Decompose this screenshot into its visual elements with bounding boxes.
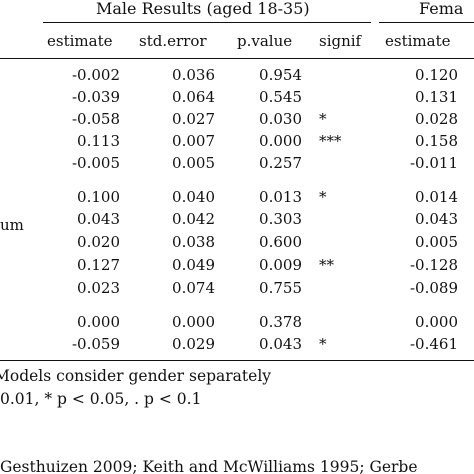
cell-male-std-error: 0.005 (172, 154, 215, 172)
cell-male-std-error: 0.049 (172, 256, 215, 274)
cell-male-p-value: 0.013 (259, 188, 302, 206)
cell-female-estimate: 0.005 (415, 233, 458, 251)
references-text: Gesthuizen 2009; Keith and McWilliams 19… (0, 458, 418, 474)
cell-male-estimate: 0.020 (77, 233, 120, 251)
cell-male-estimate: -0.005 (71, 154, 120, 172)
cell-male-signif: ** (319, 256, 334, 274)
cell-male-std-error: 0.029 (172, 335, 215, 353)
cell-female-estimate: 0.158 (415, 132, 458, 150)
cell-male-estimate: -0.058 (71, 110, 120, 128)
cell-female-estimate: 0.120 (415, 66, 458, 84)
cell-male-signif: * (319, 335, 327, 353)
cell-male-estimate: 0.100 (77, 188, 120, 206)
table-note-models: Models consider gender separately (0, 367, 272, 385)
row-label-fragment: um (0, 216, 24, 234)
col-header-male-std-error: std.error (139, 32, 207, 50)
cell-male-std-error: 0.038 (172, 233, 215, 251)
cell-male-std-error: 0.036 (172, 66, 215, 84)
header-rule (0, 58, 474, 59)
cell-male-signif (319, 65, 369, 85)
cell-male-signif (319, 87, 369, 107)
cell-male-std-error: 0.074 (172, 279, 215, 297)
cell-male-std-error: 0.007 (172, 132, 215, 150)
col-header-female-estimate: estimate (385, 32, 451, 50)
cell-female-estimate: 0.131 (415, 88, 458, 106)
cell-male-signif (319, 278, 369, 298)
cell-male-p-value: 0.378 (259, 313, 302, 331)
cell-male-signif: * (319, 188, 327, 206)
cell-male-p-value: 0.303 (259, 210, 302, 228)
cell-male-estimate: 0.127 (77, 256, 120, 274)
cell-male-signif (319, 232, 369, 252)
cell-male-signif: *** (319, 132, 342, 150)
cell-male-p-value: 0.545 (259, 88, 302, 106)
cell-male-estimate: -0.059 (71, 335, 120, 353)
cell-male-signif (319, 209, 369, 229)
cell-male-std-error: 0.040 (172, 188, 215, 206)
cell-female-estimate: -0.011 (409, 154, 458, 172)
cell-female-estimate: 0.014 (415, 188, 458, 206)
cell-male-std-error: 0.042 (172, 210, 215, 228)
cell-female-estimate: 0.000 (415, 313, 458, 331)
cell-female-estimate: -0.128 (409, 256, 458, 274)
bottom-rule (0, 360, 474, 361)
cell-male-estimate: 0.113 (77, 132, 120, 150)
col-header-male-p-value: p.value (237, 32, 293, 50)
cell-male-estimate: -0.002 (71, 66, 120, 84)
cell-male-p-value: 0.954 (259, 66, 302, 84)
cell-male-p-value: 0.030 (259, 110, 302, 128)
col-header-male-signif: signif (319, 32, 362, 50)
cell-male-p-value: 0.009 (259, 256, 302, 274)
cell-male-estimate: -0.039 (71, 88, 120, 106)
cell-female-estimate: -0.089 (409, 279, 458, 297)
cell-male-signif (319, 153, 369, 173)
cell-male-p-value: 0.043 (259, 335, 302, 353)
cell-female-estimate: 0.028 (415, 110, 458, 128)
cell-female-estimate: 0.043 (415, 210, 458, 228)
male-results-header: Male Results (aged 18-35) (96, 0, 310, 18)
cell-male-estimate: 0.043 (77, 210, 120, 228)
cell-female-estimate: -0.461 (409, 335, 458, 353)
cell-male-std-error: 0.064 (172, 88, 215, 106)
female-group-underline (379, 22, 474, 23)
col-header-male-estimate: estimate (47, 32, 113, 50)
cell-male-estimate: 0.000 (77, 313, 120, 331)
cell-male-p-value: 0.000 (259, 132, 302, 150)
female-results-header: Fema (419, 0, 464, 18)
cell-male-p-value: 0.600 (259, 233, 302, 251)
cell-male-signif (319, 312, 369, 332)
table-note-significance: 0.01, * p < 0.05, . p < 0.1 (0, 390, 202, 408)
cell-male-std-error: 0.027 (172, 110, 215, 128)
male-group-underline (43, 22, 371, 23)
cell-male-p-value: 0.755 (259, 279, 302, 297)
cell-male-signif: * (319, 110, 327, 128)
cell-male-p-value: 0.257 (259, 154, 302, 172)
cell-male-std-error: 0.000 (172, 313, 215, 331)
cell-male-estimate: 0.023 (77, 279, 120, 297)
